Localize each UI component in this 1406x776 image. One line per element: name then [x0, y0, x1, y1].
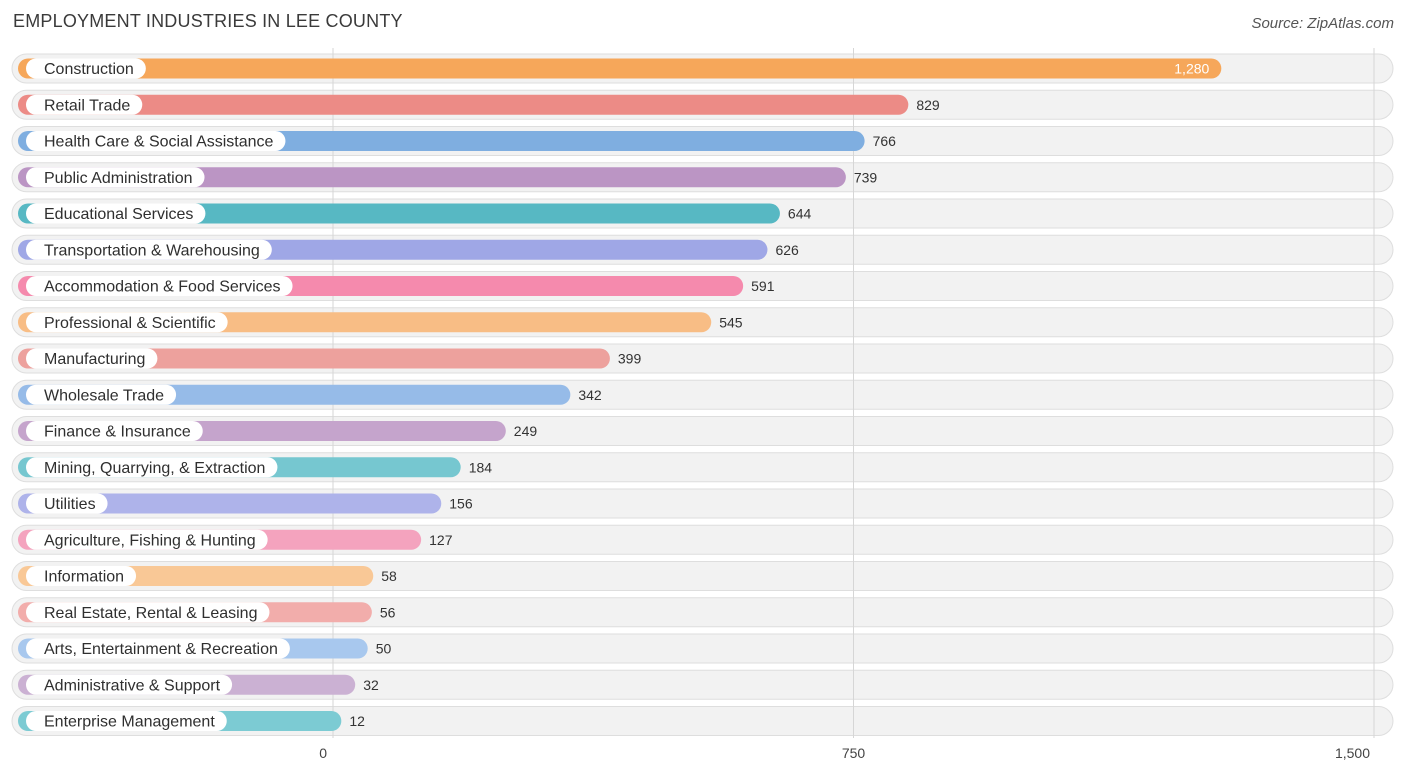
bar-row: Real Estate, Rental & Leasing 56 — [18, 602, 396, 623]
bar[interactable] — [18, 94, 909, 115]
value-label: 249 — [514, 423, 538, 439]
bar-row: Utilities 156 — [18, 493, 473, 514]
row-background — [11, 669, 1394, 700]
category-label: Public Administration — [44, 170, 193, 187]
bar-row: Information 58 — [18, 566, 397, 586]
bar-row: Mining, Quarrying, & Extraction 184 — [18, 457, 493, 478]
value-label: 545 — [719, 314, 743, 330]
value-label: 644 — [788, 206, 812, 222]
category-label-pill — [26, 384, 177, 405]
category-label: Information — [44, 569, 124, 586]
category-label-pill — [26, 711, 227, 731]
category-label: Retail Trade — [44, 97, 130, 114]
value-label: 58 — [381, 568, 397, 584]
value-label: 626 — [775, 242, 799, 258]
category-label: Agriculture, Fishing & Hunting — [44, 532, 256, 549]
value-label: 32 — [363, 677, 379, 693]
category-label: Enterprise Management — [44, 714, 215, 731]
bar[interactable] — [18, 58, 1222, 79]
value-label: 766 — [873, 133, 897, 149]
chart-source: Source: ZipAtlas.com — [1251, 15, 1394, 32]
x-tick-label: 1,500 — [1335, 745, 1370, 761]
row-background — [11, 706, 1394, 736]
value-label: 591 — [751, 278, 775, 294]
bar-row: Arts, Entertainment & Recreation 50 — [18, 638, 392, 659]
value-label: 156 — [449, 496, 473, 512]
category-label-pill — [26, 203, 206, 224]
bar[interactable] — [18, 493, 442, 514]
bar-row: Transportation & Warehousing 626 — [18, 239, 799, 260]
category-label: Professional & Scientific — [44, 315, 216, 332]
category-label-pill — [26, 58, 146, 79]
value-label: 184 — [469, 459, 493, 475]
bar-row: Enterprise Management 12 — [18, 711, 365, 731]
category-label-pill — [26, 167, 205, 188]
value-label: 1,280 — [1174, 61, 1209, 77]
category-label-pill — [26, 131, 286, 151]
category-label-pill — [26, 239, 272, 260]
category-label: Health Care & Social Assistance — [44, 134, 274, 151]
category-label-pill — [26, 348, 158, 369]
category-label-pill — [26, 493, 108, 514]
category-label-pill — [26, 674, 233, 695]
category-label-pill — [26, 312, 228, 333]
bar-row: Professional & Scientific 545 — [18, 312, 743, 333]
bar-row: Agriculture, Fishing & Hunting 127 — [18, 529, 453, 550]
category-label-pill — [26, 529, 268, 550]
category-label: Construction — [44, 61, 134, 78]
bar-row: Public Administration 739 — [18, 167, 878, 188]
bar[interactable] — [18, 203, 780, 224]
bar-row: Health Care & Social Assistance 766 — [18, 131, 896, 151]
bar-row: Finance & Insurance 249 — [18, 421, 537, 441]
bar-row: Construction 1,280 — [18, 58, 1222, 79]
value-label: 56 — [380, 604, 396, 620]
category-label: Educational Services — [44, 206, 193, 223]
bar-row: Wholesale Trade 342 — [18, 384, 602, 405]
bars: Construction 1,280 Retail Trade 829 Health C… — [18, 58, 1222, 731]
x-tick-label: 0 — [319, 745, 327, 761]
bar-row: Retail Trade 829 — [18, 94, 940, 115]
bar[interactable] — [18, 167, 846, 188]
category-label-pill — [26, 457, 278, 478]
bar-row: Administrative & Support 32 — [18, 674, 379, 695]
x-tick-label: 750 — [842, 745, 866, 761]
category-label-pill — [26, 421, 203, 441]
category-label: Real Estate, Rental & Leasing — [44, 605, 257, 622]
value-label: 739 — [854, 169, 878, 185]
value-label: 829 — [916, 97, 940, 113]
category-label-pill — [26, 602, 270, 623]
value-label: 50 — [376, 641, 392, 657]
category-label: Accommodation & Food Services — [44, 279, 281, 296]
bar-row: Manufacturing 399 — [18, 348, 642, 369]
value-label: 342 — [578, 387, 602, 403]
category-label: Manufacturing — [44, 351, 145, 368]
value-label: 12 — [349, 713, 365, 729]
bar-row: Accommodation & Food Services 591 — [18, 276, 775, 296]
bar-row: Educational Services 644 — [18, 203, 812, 224]
value-label: 127 — [429, 532, 453, 548]
category-label: Transportation & Warehousing — [44, 242, 260, 259]
category-label: Arts, Entertainment & Recreation — [44, 641, 278, 658]
value-label: 399 — [618, 351, 642, 367]
category-label-pill — [26, 276, 293, 296]
category-label-pill — [26, 638, 290, 659]
category-label: Finance & Insurance — [44, 424, 191, 441]
category-label: Administrative & Support — [44, 677, 221, 694]
category-label-pill — [26, 566, 137, 586]
chart-title: EMPLOYMENT INDUSTRIES IN LEE COUNTY — [13, 11, 403, 31]
category-label-pill — [26, 94, 143, 115]
bar[interactable] — [18, 348, 610, 369]
category-label: Wholesale Trade — [44, 387, 164, 404]
category-label: Utilities — [44, 496, 96, 513]
x-axis-ticks: 0 750 1,500 — [319, 745, 1370, 761]
category-label: Mining, Quarrying, & Extraction — [44, 460, 265, 477]
